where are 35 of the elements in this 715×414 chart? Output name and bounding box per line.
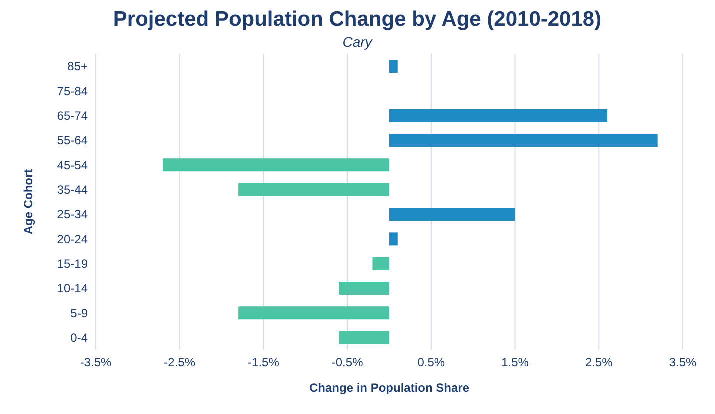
y-tick-label: 10-14 [57,282,88,296]
bar [163,158,390,172]
y-tick-label: 65-74 [57,108,88,123]
bar [372,257,390,270]
x-tick-label: 1.5% [502,356,530,370]
chart-title: Projected Population Change by Age (2010-2018) [112,8,603,32]
bar [339,331,390,344]
y-axis-title: Age Cohort [21,169,36,235]
x-tick-label: -2.5% [164,356,196,370]
chart-subtitle: Cary [342,34,374,50]
bar [390,208,516,221]
y-tick-label: 55-64 [57,134,88,148]
y-tick-label: 5-9 [70,306,88,320]
bar [238,183,390,196]
y-tick-label: 85+ [68,60,88,74]
bar [339,282,390,295]
bar [390,60,398,73]
bar [390,109,608,122]
x-axis-title: Change in Population Share [309,381,470,395]
y-tick-label: 75-84 [57,84,88,98]
x-tick-label: -3.5% [80,356,112,370]
x-tick-label: -0.5% [332,356,364,370]
y-tick-label: 25-34 [57,208,88,222]
bar [238,306,390,320]
y-tick-label: 35-44 [57,182,88,197]
y-tick-label: 20-24 [57,232,88,246]
bar [390,134,658,147]
y-tick-label: 15-19 [57,256,88,271]
x-tick-label: 2.5% [585,356,614,370]
x-tick-label: -1.5% [248,356,280,370]
bar [390,232,398,246]
x-tick-label: 0.5% [418,356,446,370]
x-tick-label: 3.5% [669,356,697,370]
y-tick-label: 45-54 [57,158,88,172]
y-tick-label: 0-4 [70,330,88,345]
